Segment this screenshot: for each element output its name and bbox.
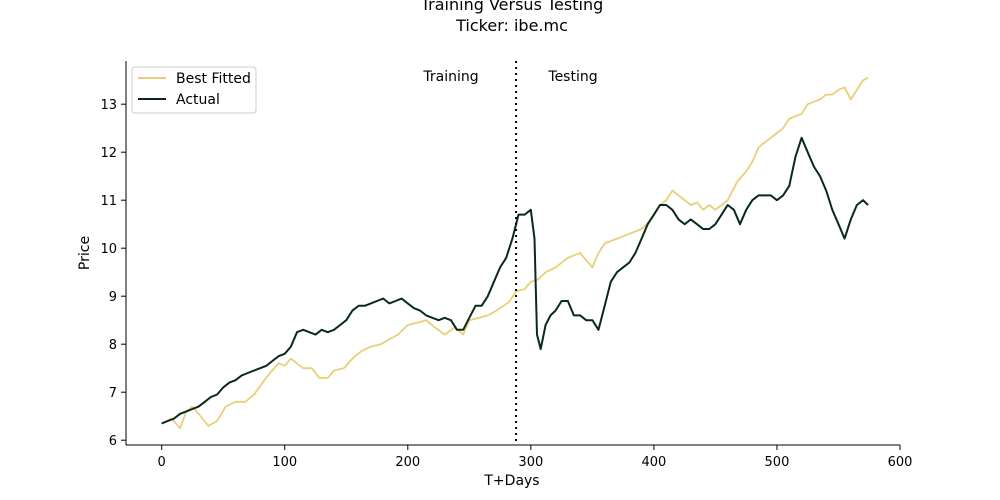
x-tick-label: 400 <box>641 455 666 470</box>
series-line-actual <box>161 136 869 425</box>
y-tick-label: 6 <box>109 434 117 449</box>
y-tick-label: 10 <box>100 242 117 257</box>
x-axis-ticks: 0 100 200 300 400 500 600 <box>158 445 913 470</box>
y-axis-ticks: 6 7 8 9 10 11 12 13 <box>100 98 126 449</box>
x-tick-label: 600 <box>888 455 913 470</box>
x-tick-label: 100 <box>272 455 297 470</box>
testing-label: Testing <box>547 69 597 85</box>
y-tick-label: 8 <box>109 338 117 353</box>
y-tick-label: 12 <box>100 146 117 161</box>
chart-subtitle: Ticker: ibe.mc <box>455 16 568 35</box>
y-axis-label: Price <box>77 236 93 270</box>
chart-title: Training Versus Testing <box>420 0 604 14</box>
x-tick-label: 0 <box>158 455 166 470</box>
series-layer <box>161 76 869 430</box>
x-tick-label: 500 <box>765 455 790 470</box>
y-tick-label: 7 <box>109 386 117 401</box>
legend-label-best-fitted: Best Fitted <box>176 71 251 87</box>
x-tick-label: 300 <box>518 455 543 470</box>
y-tick-label: 9 <box>109 290 117 305</box>
training-label: Training <box>422 69 478 85</box>
legend: Best Fitted Actual <box>131 66 257 114</box>
y-tick-label: 11 <box>100 194 117 209</box>
y-tick-label: 13 <box>100 98 117 113</box>
legend-label-actual: Actual <box>176 92 220 108</box>
x-axis-label: T+Days <box>483 473 539 489</box>
series-line-best-fitted <box>161 76 869 430</box>
x-tick-label: 200 <box>395 455 420 470</box>
